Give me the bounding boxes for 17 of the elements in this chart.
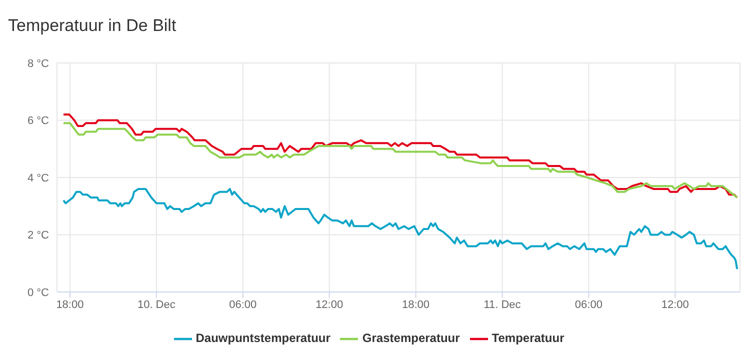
- chart-title: Temperatuur in De Bilt: [8, 15, 178, 37]
- x-tick-label: 12:00: [316, 298, 344, 311]
- legend-label: Dauwpuntstemperatuur: [196, 331, 330, 346]
- x-tick-label: 10. Dec: [137, 298, 176, 311]
- y-tick-label: 8 °C: [27, 58, 50, 70]
- x-tick-label: 18:00: [402, 298, 430, 311]
- x-tick-label: 11. Dec: [484, 298, 522, 311]
- y-tick-label: 6 °C: [27, 115, 50, 128]
- legend-label: Temperatuur: [492, 331, 564, 346]
- x-tick-label: 06:00: [574, 298, 602, 311]
- y-tick-label: 2 °C: [27, 230, 50, 242]
- x-tick-label: 18:00: [56, 298, 84, 311]
- legend-label: Grastemperatuur: [362, 331, 460, 346]
- x-tick-label: 06:00: [229, 298, 257, 311]
- y-tick-label: 4 °C: [27, 172, 50, 184]
- y-tick-label: 0 °C: [27, 286, 50, 299]
- x-tick-label: 12:00: [661, 298, 689, 311]
